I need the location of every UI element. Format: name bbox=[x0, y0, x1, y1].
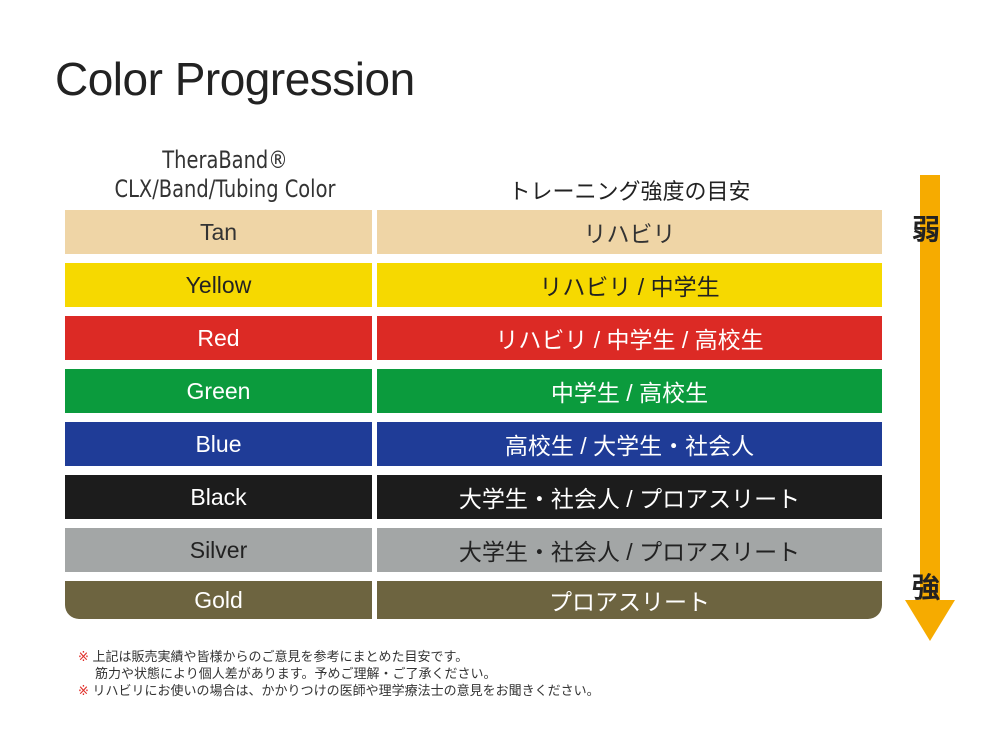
color-name-cell: Yellow bbox=[65, 263, 372, 307]
color-column-header: TheraBand® CLX/Band/Tubing Color bbox=[81, 146, 369, 204]
intensity-cell: リハビリ / 中学生 / 高校生 bbox=[377, 316, 882, 360]
footnote-1-cont: 筋力や状態により個人差があります。予めご理解・ご了承ください。 bbox=[95, 666, 497, 681]
color-name-cell: Blue bbox=[65, 422, 372, 466]
strong-label: 強 bbox=[912, 572, 941, 603]
intensity-cell: 大学生・社会人 / プロアスリート bbox=[377, 528, 882, 572]
intensity-cell: 高校生 / 大学生・社会人 bbox=[377, 422, 882, 466]
color-name-cell: Gold bbox=[65, 581, 372, 619]
page-title: Color Progression bbox=[55, 53, 415, 105]
intensity-cell: 大学生・社会人 / プロアスリート bbox=[377, 475, 882, 519]
footnote-1: ※ 上記は販売実績や皆様からのご意見を参考にまとめた目安です。 bbox=[78, 649, 469, 664]
footnote-2: ※ リハビリにお使いの場合は、かかりつけの医師や理学療法士の意見をお聞きください… bbox=[78, 683, 600, 698]
color-name-cell: Red bbox=[65, 316, 372, 360]
intensity-cell: リハビリ bbox=[377, 210, 882, 254]
color-name-cell: Green bbox=[65, 369, 372, 413]
intensity-cell: プロアスリート bbox=[377, 581, 882, 619]
table-row: Green 中学生 / 高校生 bbox=[65, 369, 882, 413]
table-row: Tan リハビリ bbox=[65, 210, 882, 254]
table-row: Silver 大学生・社会人 / プロアスリート bbox=[65, 528, 882, 572]
table-row: Gold プロアスリート bbox=[65, 581, 882, 619]
footnotes: ※ 上記は販売実績や皆様からのご意見を参考にまとめた目安です。 筋力や状態により… bbox=[78, 648, 600, 699]
color-name-cell: Black bbox=[65, 475, 372, 519]
color-name-cell: Tan bbox=[65, 210, 372, 254]
header-color-label: CLX/Band/Tubing Color bbox=[114, 175, 336, 203]
weak-label: 弱 bbox=[912, 214, 941, 245]
table-row: Yellow リハビリ / 中学生 bbox=[65, 263, 882, 307]
table-row: Blue 高校生 / 大学生・社会人 bbox=[65, 422, 882, 466]
header-brand: TheraBand® bbox=[162, 146, 288, 174]
intensity-column-header: トレーニング強度の目安 bbox=[508, 179, 751, 204]
table-row: Black 大学生・社会人 / プロアスリート bbox=[65, 475, 882, 519]
intensity-cell: リハビリ / 中学生 bbox=[377, 263, 882, 307]
intensity-arrow-icon bbox=[905, 175, 955, 641]
table-row: Red リハビリ / 中学生 / 高校生 bbox=[65, 316, 882, 360]
color-name-cell: Silver bbox=[65, 528, 372, 572]
intensity-cell: 中学生 / 高校生 bbox=[377, 369, 882, 413]
